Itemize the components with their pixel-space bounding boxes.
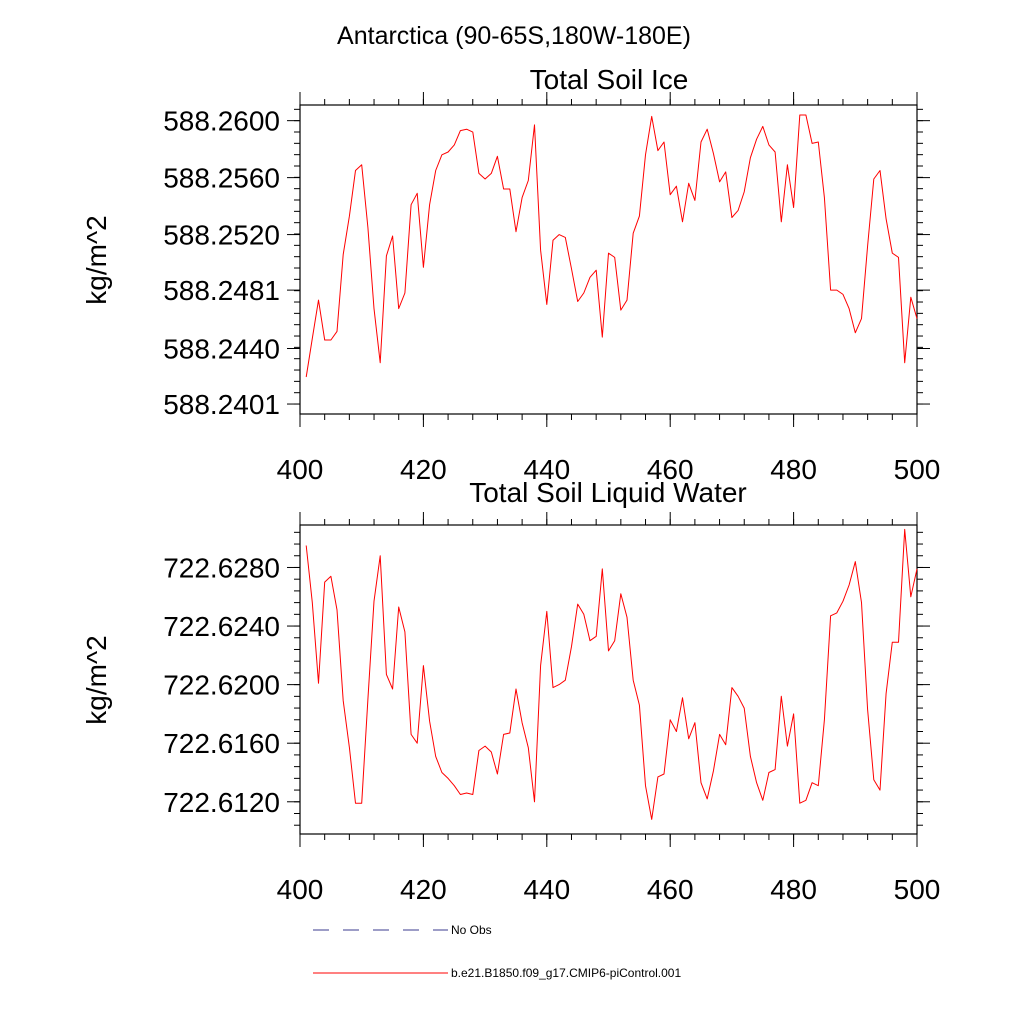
y-tick-label: 722.6200: [163, 670, 280, 701]
x-tick-label: 460: [647, 874, 694, 905]
panel-total-soil-liquid-water: Total Soil Liquid Water kg/m^2 400 420 440…: [81, 477, 940, 905]
y-tick-label: 588.2520: [163, 220, 280, 251]
x-tick-label: 460: [647, 454, 694, 485]
panel-total-soil-ice: Total Soil Ice kg/m^2 400 420 440 460 480 500…: [81, 64, 940, 485]
y-tick-label: 588.2401: [163, 389, 280, 420]
legend: No Obs b.e21.B1850.f09_g17.CMIP6-piContr…: [313, 923, 681, 980]
plot-frame: [299, 524, 918, 835]
y-tick-label: 722.6280: [163, 552, 280, 583]
series-line: [305, 114, 918, 378]
y-tick-label: 588.2481: [163, 275, 280, 306]
region-title: Antarctica (90-65S,180W-180E): [337, 22, 691, 50]
y-tick-label: 722.6240: [163, 611, 280, 642]
y-tick-label: 722.6120: [163, 787, 280, 818]
y-tick-label: 588.2600: [163, 106, 280, 137]
x-tick-label: 420: [400, 874, 447, 905]
x-tick-label: 400: [277, 874, 324, 905]
chart-title: Total Soil Liquid Water: [469, 477, 747, 508]
x-tick-label: 400: [277, 454, 324, 485]
x-tick-label: 420: [400, 454, 447, 485]
series-line: [305, 528, 918, 820]
y-axis-label: kg/m^2: [81, 635, 112, 724]
y-tick-label: 588.2440: [163, 333, 280, 364]
y-tick-label: 722.6160: [163, 728, 280, 759]
x-tick-label: 440: [523, 454, 570, 485]
legend-model-label: b.e21.B1850.f09_g17.CMIP6-piControl.001: [451, 966, 681, 980]
x-tick-label: 500: [894, 454, 941, 485]
x-tick-label: 480: [770, 874, 817, 905]
x-tick-label: 440: [523, 874, 570, 905]
x-tick-label: 480: [770, 454, 817, 485]
legend-obs-label: No Obs: [451, 923, 492, 937]
x-tick-label: 500: [894, 874, 941, 905]
y-axis-label: kg/m^2: [81, 215, 112, 304]
chart-title: Total Soil Ice: [530, 64, 689, 95]
plot-frame: [299, 104, 918, 415]
y-tick-label: 588.2560: [163, 163, 280, 194]
